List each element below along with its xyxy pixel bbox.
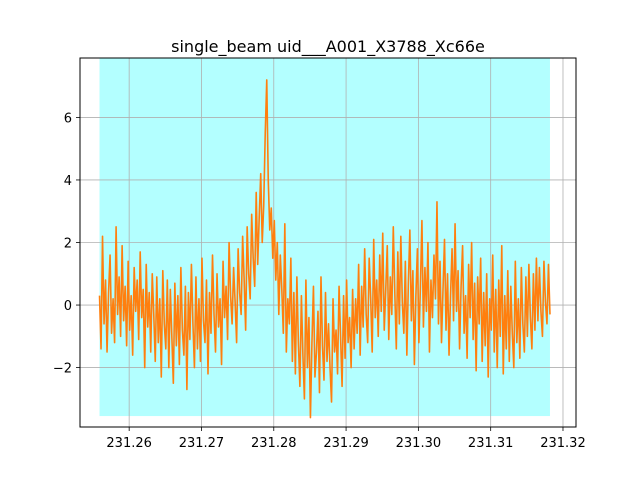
x-tick-label: 231.29	[323, 436, 369, 451]
y-tick-label: 2	[64, 237, 72, 252]
x-tick-label: 231.32	[540, 436, 586, 451]
y-tick-label: 6	[64, 111, 72, 126]
series-layer	[98, 79, 551, 419]
series-line	[98, 79, 551, 419]
y-tick-label: −2	[53, 362, 72, 377]
x-tick-label: 231.26	[106, 436, 152, 451]
y-tick-label: 4	[64, 174, 72, 189]
x-tick-label: 231.31	[468, 436, 514, 451]
x-tick-label: 231.28	[251, 436, 297, 451]
x-tick-label: 231.27	[179, 436, 225, 451]
x-tick-label: 231.30	[396, 436, 442, 451]
grid-layer	[80, 58, 576, 427]
y-tick-label: 0	[64, 299, 72, 314]
chart-title: single_beam uid___A001_X3788_Xc66e	[171, 37, 485, 57]
tick-layer: 231.26 231.27 231.28 231.29 231.30 231.31 231.…	[53, 111, 586, 451]
